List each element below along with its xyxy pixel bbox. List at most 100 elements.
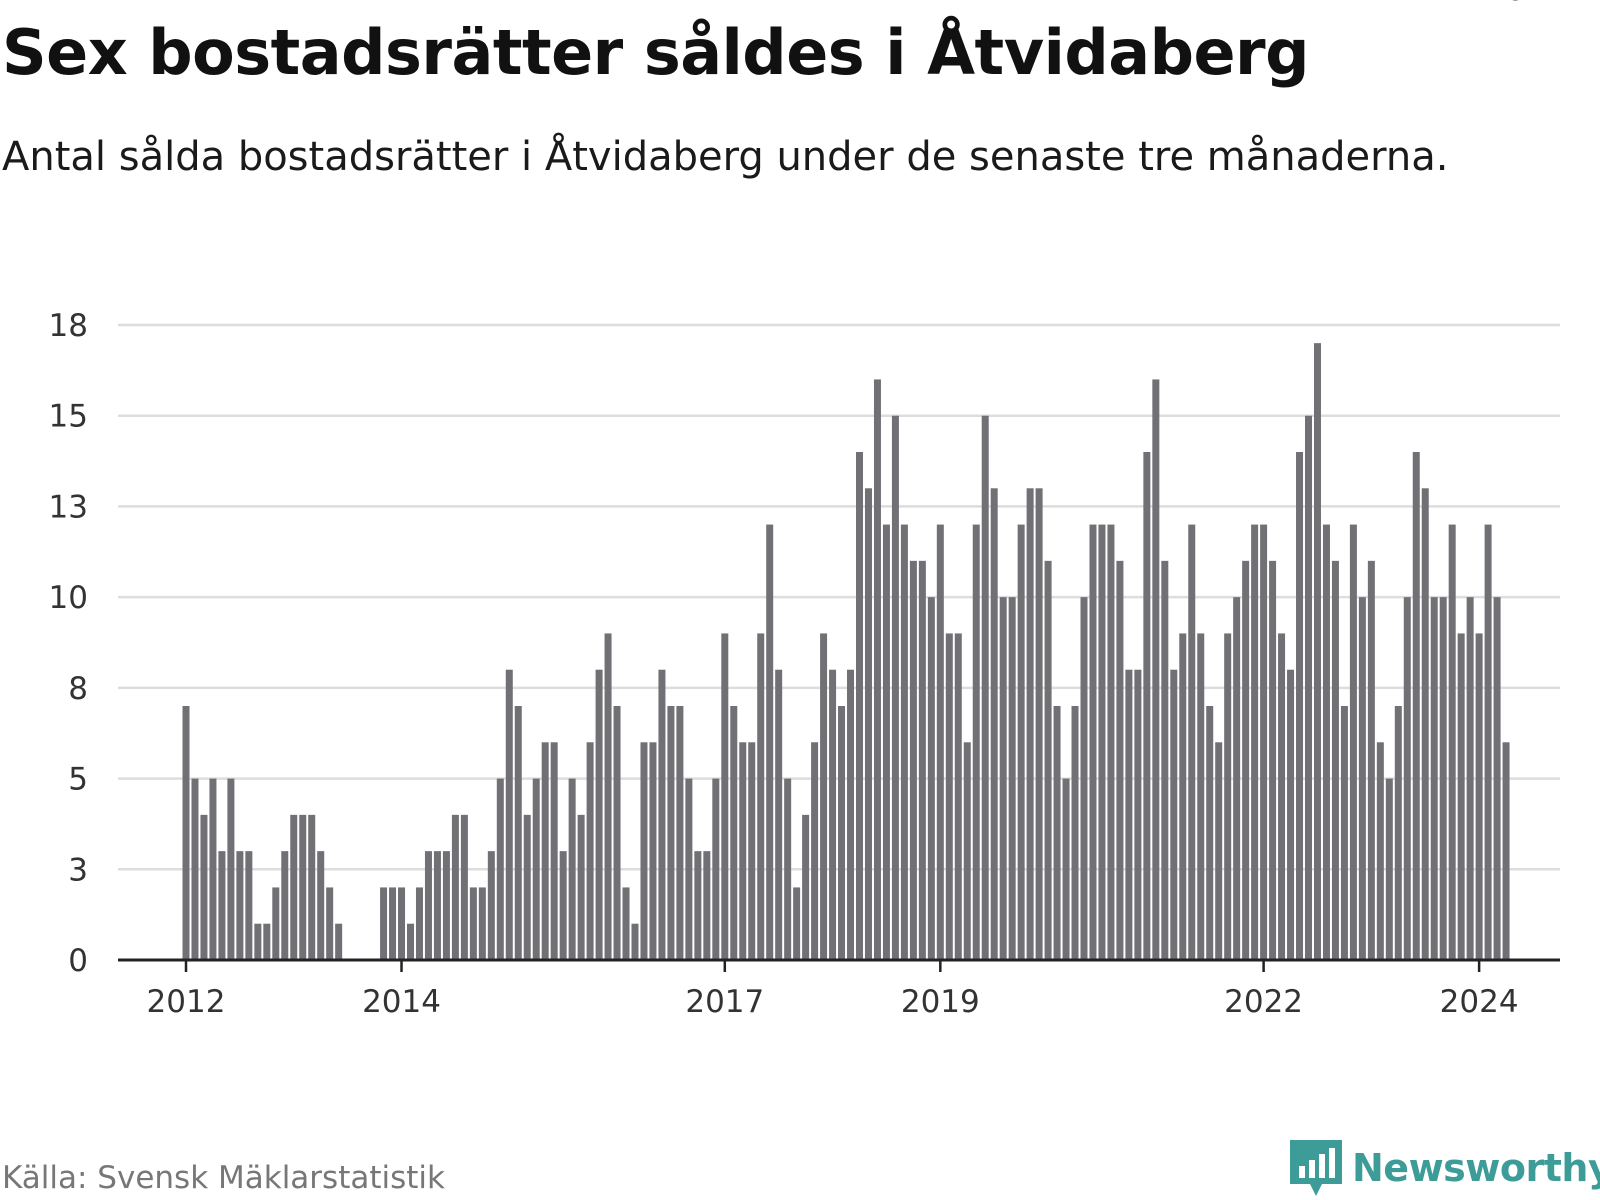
bar [1188, 524, 1196, 960]
bar [712, 778, 720, 960]
bar [918, 560, 926, 960]
bar [1098, 524, 1106, 960]
bar [909, 560, 917, 960]
bar [900, 524, 908, 960]
bar [200, 814, 208, 960]
bar [541, 742, 549, 960]
bar [1143, 452, 1151, 960]
bar [1349, 524, 1357, 960]
bar [640, 742, 648, 960]
bar [505, 669, 513, 960]
chart-title: Sex bostadsrätter såldes i Åtvidaberg [2, 16, 1309, 89]
bar [317, 851, 325, 960]
bar [766, 524, 774, 960]
bar [254, 923, 262, 960]
bar [981, 415, 989, 960]
bar [694, 851, 702, 960]
bar [1331, 560, 1339, 960]
bar [478, 887, 486, 960]
bar [1224, 633, 1232, 960]
bar [1305, 415, 1312, 960]
bar [1358, 597, 1366, 960]
bar [1466, 597, 1474, 960]
bar [1125, 669, 1133, 960]
y-tick-label: 10 [49, 580, 88, 616]
bar [1233, 597, 1241, 960]
bar [954, 633, 962, 960]
bar [676, 706, 684, 960]
bar [1340, 706, 1348, 960]
bar [227, 778, 235, 960]
bar [487, 851, 495, 960]
bar [191, 778, 199, 960]
bar [380, 887, 388, 960]
x-tick-label: 2022 [1224, 984, 1303, 1020]
bar [389, 887, 397, 960]
bar [1313, 343, 1321, 961]
y-tick-label: 15 [49, 399, 88, 435]
bar [1071, 706, 1079, 960]
bar [667, 706, 675, 960]
bar [1035, 488, 1043, 960]
bar [1394, 706, 1402, 960]
bar [838, 706, 846, 960]
bar [1296, 452, 1304, 960]
bar [703, 851, 711, 960]
bar [559, 851, 567, 960]
bar [496, 778, 504, 960]
bar [326, 887, 334, 960]
bar [1457, 633, 1465, 960]
y-tick-label: 8 [68, 671, 88, 707]
bar [793, 887, 801, 960]
bar [739, 742, 747, 960]
bar [1134, 669, 1142, 960]
brand-name: Newsworthy [1352, 1146, 1600, 1190]
bar [891, 415, 899, 960]
bar [451, 814, 459, 960]
bar [1044, 560, 1052, 960]
bar [398, 887, 406, 960]
bar [550, 742, 558, 960]
bar [424, 851, 432, 960]
bar [649, 742, 657, 960]
bar [1322, 524, 1330, 960]
bars [182, 343, 1510, 961]
bar [1484, 524, 1492, 960]
bar [245, 851, 253, 960]
bar [1152, 379, 1160, 960]
bar [1179, 633, 1187, 960]
source-note: Källa: Svensk Mäklarstatistik [2, 1160, 445, 1196]
bar [1116, 560, 1124, 960]
bar [442, 851, 450, 960]
bar [882, 524, 890, 960]
bar [1251, 524, 1259, 960]
bar [999, 597, 1007, 960]
bar [622, 887, 630, 960]
y-tick-label: 13 [49, 489, 88, 525]
bar [963, 742, 971, 960]
brand-logo[interactable]: Newsworthy [1290, 1140, 1600, 1196]
bar [802, 814, 810, 960]
bar [514, 706, 522, 960]
y-tick-label: 0 [68, 943, 88, 979]
bar [1242, 560, 1250, 960]
bar [990, 488, 998, 960]
bar [631, 923, 639, 960]
bar [281, 851, 289, 960]
bar [757, 633, 765, 960]
bar [182, 706, 190, 960]
bar [218, 851, 226, 960]
bar [1367, 560, 1375, 960]
bar [335, 923, 343, 960]
bar [1197, 633, 1205, 960]
bar [1161, 560, 1169, 960]
highlight-label: 6 [1505, 0, 1525, 8]
bar [523, 814, 531, 960]
bar [784, 778, 792, 960]
bar [1278, 633, 1286, 960]
bar [748, 742, 756, 960]
bar [1080, 597, 1088, 960]
bar [1412, 452, 1420, 960]
bar [308, 814, 316, 960]
